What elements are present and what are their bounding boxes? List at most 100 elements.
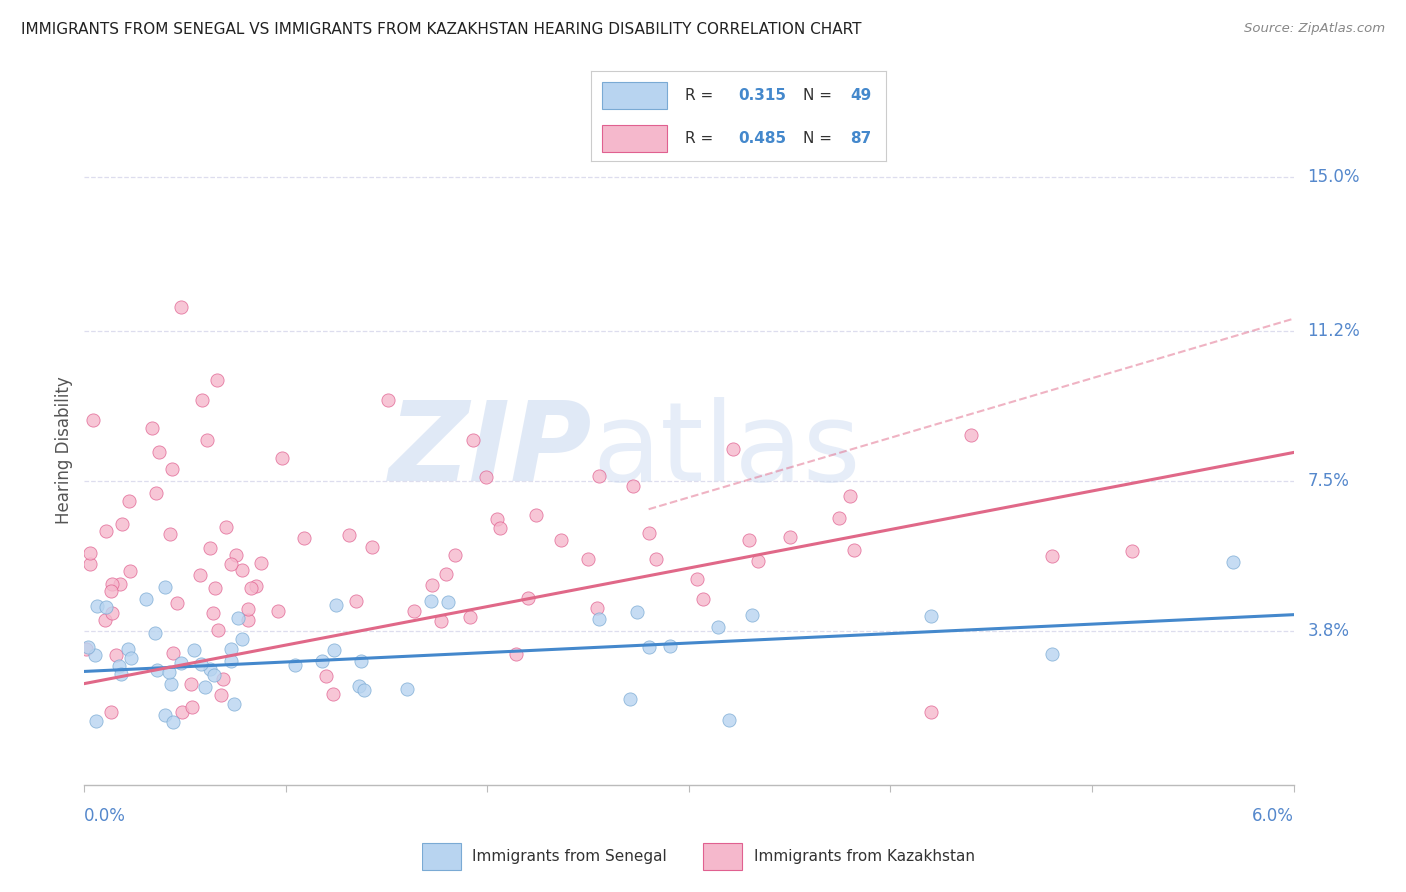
Point bbox=[225, 548, 247, 562]
Point bbox=[231, 632, 253, 646]
Point bbox=[180, 676, 202, 690]
Point bbox=[236, 613, 259, 627]
Point bbox=[180, 700, 202, 714]
Point bbox=[315, 669, 337, 683]
Point bbox=[588, 612, 610, 626]
Point bbox=[658, 639, 681, 653]
Point bbox=[148, 445, 170, 459]
Point bbox=[84, 648, 107, 663]
Point bbox=[420, 578, 443, 592]
Point bbox=[718, 713, 741, 727]
Point bbox=[738, 533, 761, 548]
Point bbox=[172, 705, 194, 719]
Point bbox=[75, 642, 97, 657]
Point bbox=[153, 708, 176, 723]
Point bbox=[240, 581, 263, 595]
Point bbox=[110, 517, 132, 532]
Point bbox=[183, 643, 205, 657]
Y-axis label: Hearing Disability: Hearing Disability bbox=[55, 376, 73, 524]
Point bbox=[516, 591, 538, 605]
Point bbox=[205, 372, 228, 386]
Text: 3.8%: 3.8% bbox=[1308, 622, 1350, 640]
Point bbox=[79, 546, 101, 560]
Point bbox=[143, 626, 166, 640]
Point bbox=[844, 542, 866, 557]
Text: 0.485: 0.485 bbox=[738, 131, 786, 145]
Point bbox=[84, 714, 107, 729]
Text: 6.0%: 6.0% bbox=[1251, 807, 1294, 825]
Point bbox=[692, 591, 714, 606]
Point bbox=[323, 642, 346, 657]
Point bbox=[960, 427, 983, 442]
Point bbox=[741, 608, 763, 623]
Point bbox=[1040, 549, 1063, 563]
Point bbox=[337, 527, 360, 541]
Text: 15.0%: 15.0% bbox=[1308, 168, 1360, 186]
Point bbox=[311, 654, 333, 668]
Point bbox=[162, 646, 184, 660]
Point bbox=[215, 520, 238, 534]
Point bbox=[219, 654, 242, 668]
Point bbox=[94, 600, 117, 615]
Point bbox=[110, 666, 132, 681]
Text: 0.315: 0.315 bbox=[738, 88, 786, 103]
Point bbox=[621, 479, 644, 493]
Point bbox=[77, 640, 100, 654]
Point bbox=[105, 648, 128, 662]
Text: atlas: atlas bbox=[592, 397, 860, 504]
Point bbox=[145, 486, 167, 500]
Point bbox=[747, 554, 769, 568]
Point bbox=[377, 392, 399, 407]
Text: 11.2%: 11.2% bbox=[1308, 322, 1361, 340]
Point bbox=[236, 602, 259, 616]
Point bbox=[292, 532, 315, 546]
Point bbox=[444, 548, 467, 562]
Point bbox=[135, 591, 157, 606]
Point bbox=[170, 300, 193, 314]
Point bbox=[461, 434, 484, 448]
Point bbox=[1040, 648, 1063, 662]
Point bbox=[117, 642, 139, 657]
Point bbox=[146, 664, 169, 678]
Point bbox=[188, 568, 211, 582]
Point bbox=[721, 442, 744, 457]
Point bbox=[200, 541, 222, 555]
Point bbox=[474, 469, 496, 483]
Point bbox=[141, 421, 163, 435]
Point bbox=[396, 681, 419, 696]
Point bbox=[839, 489, 862, 503]
Point bbox=[160, 677, 183, 691]
Point bbox=[207, 623, 229, 637]
Point bbox=[157, 665, 180, 680]
Text: R =: R = bbox=[685, 88, 718, 103]
Point bbox=[325, 598, 347, 612]
Point bbox=[920, 608, 942, 623]
Point bbox=[550, 533, 572, 547]
Point bbox=[190, 392, 212, 407]
Point bbox=[686, 572, 709, 586]
Point bbox=[505, 647, 527, 661]
Point bbox=[322, 687, 344, 701]
Point bbox=[420, 593, 443, 607]
Point bbox=[110, 577, 132, 591]
Point bbox=[576, 551, 599, 566]
Point bbox=[153, 580, 176, 594]
Point bbox=[637, 526, 659, 541]
Point bbox=[458, 610, 481, 624]
Point bbox=[94, 524, 117, 538]
Text: N =: N = bbox=[803, 131, 837, 145]
Point bbox=[588, 469, 610, 483]
Point bbox=[347, 679, 370, 693]
Point bbox=[100, 577, 122, 591]
Text: R =: R = bbox=[685, 131, 718, 145]
Point bbox=[195, 434, 218, 448]
Point bbox=[166, 597, 188, 611]
Point bbox=[224, 697, 246, 711]
Point bbox=[194, 681, 217, 695]
Point bbox=[637, 640, 659, 654]
Point bbox=[100, 584, 122, 599]
Point bbox=[202, 668, 225, 682]
Point bbox=[204, 581, 226, 595]
Text: Immigrants from Kazakhstan: Immigrants from Kazakhstan bbox=[754, 849, 974, 863]
Point bbox=[82, 413, 104, 427]
